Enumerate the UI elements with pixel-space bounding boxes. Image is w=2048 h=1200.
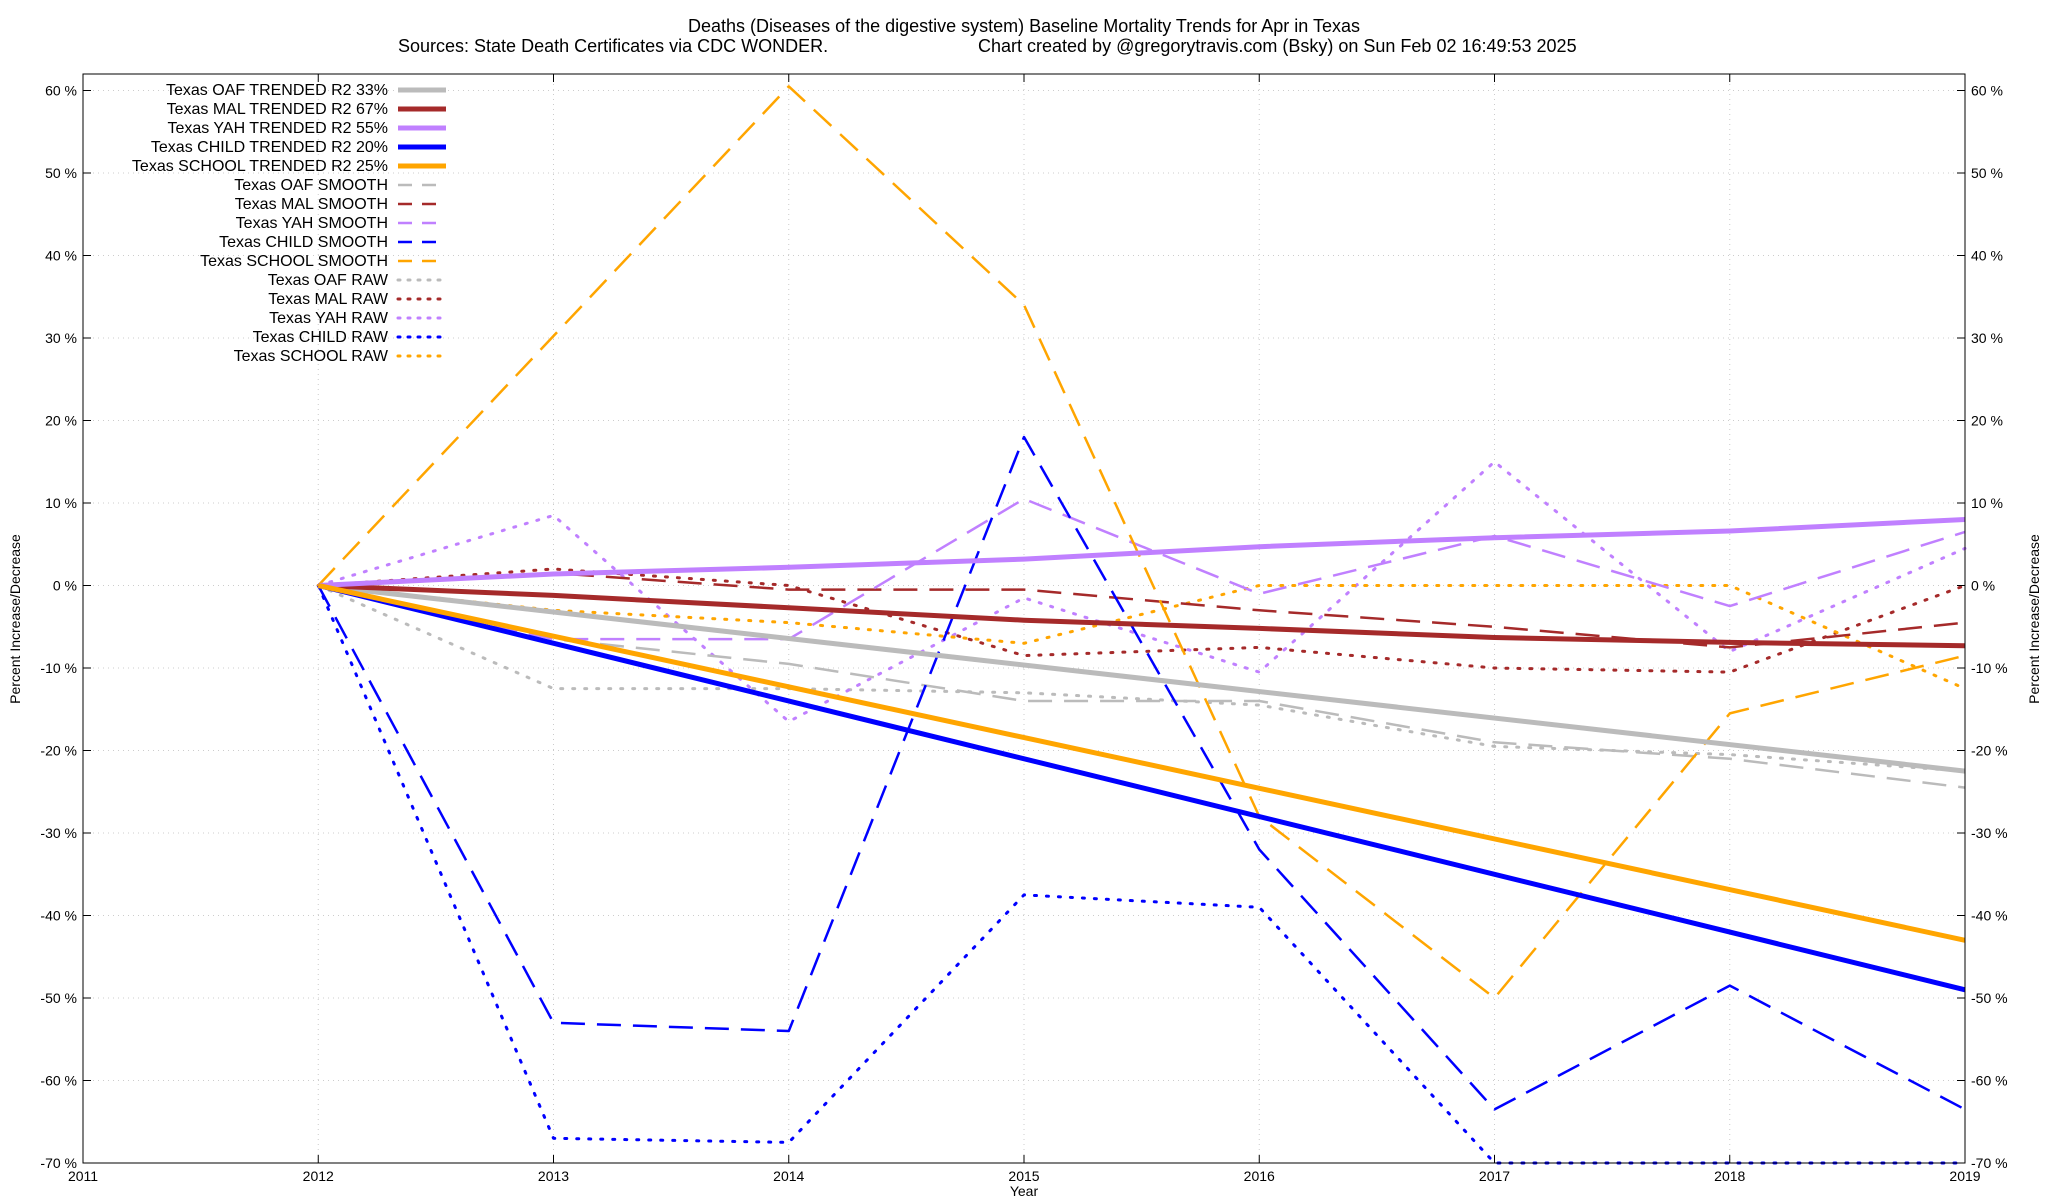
y-tick-label-left: 60 %: [45, 83, 77, 99]
x-tick-label: 2014: [773, 1168, 804, 1184]
chart-subtitle-credit: Chart created by @gregorytravis.com (Bsk…: [978, 36, 1577, 56]
series-line-yah-raw: [316, 460, 1967, 724]
legend-label: Texas YAH RAW: [269, 310, 389, 327]
y-tick-label-left: 0 %: [53, 578, 77, 594]
legend-label: Texas SCHOOL SMOOTH: [200, 253, 388, 270]
legend-label: Texas OAF SMOOTH: [234, 177, 388, 194]
x-tick-label: 2019: [1949, 1168, 1980, 1184]
y-tick-label-left: -50 %: [40, 990, 77, 1006]
y-tick-label-right: 30 %: [1971, 330, 2003, 346]
y-tick-label-left: 50 %: [45, 165, 77, 181]
x-tick-label: 2012: [303, 1168, 334, 1184]
legend-label: Texas MAL SMOOTH: [235, 196, 388, 213]
y-tick-label-left: 20 %: [45, 413, 77, 429]
y-tick-label-right: 10 %: [1971, 495, 2003, 511]
y-tick-label-left: -30 %: [40, 825, 77, 841]
legend-label: Texas YAH TRENDED R2 55%: [167, 120, 388, 137]
y-axis-label-right: Percent Increase/Decrease: [2026, 534, 2042, 704]
y-tick-label-right: -10 %: [1971, 660, 2008, 676]
y-tick-label-left: -60 %: [40, 1073, 77, 1089]
series-line-school-trend: [317, 583, 1966, 943]
y-tick-label-right: 40 %: [1971, 248, 2003, 264]
legend-label: Texas CHILD RAW: [253, 329, 389, 346]
y-tick-label-right: 60 %: [1971, 83, 2003, 99]
series-line-child-raw: [316, 584, 1967, 1165]
plot-series: [316, 85, 1967, 1165]
series-line-school-raw: [316, 584, 1967, 691]
legend: Texas OAF TRENDED R2 33% Texas MAL TRENDE…: [132, 82, 448, 365]
legend-label: Texas OAF TRENDED R2 33%: [166, 82, 388, 99]
chart-subtitle-sources: Sources: State Death Certificates via CD…: [398, 36, 828, 56]
series-line-yah-smooth: [318, 497, 1966, 641]
legend-label: Texas CHILD TRENDED R2 20%: [151, 139, 388, 156]
legend-label: Texas SCHOOL TRENDED R2 25%: [132, 158, 388, 175]
y-tick-label-right: 0 %: [1971, 578, 1995, 594]
x-tick-label: 2013: [538, 1168, 569, 1184]
legend-label: Texas OAF RAW: [268, 272, 389, 289]
x-tick-label: 2017: [1479, 1168, 1510, 1184]
y-tick-label-right: 50 %: [1971, 165, 2003, 181]
y-tick-label-left: -40 %: [40, 908, 77, 924]
series-line-mal-trend: [318, 583, 1966, 649]
y-tick-label-left: 10 %: [45, 495, 77, 511]
y-axis-label-left: Percent Increase/Decrease: [7, 534, 23, 704]
legend-label: Texas SCHOOL RAW: [234, 348, 389, 365]
x-tick-label: 2011: [68, 1168, 98, 1184]
y-tick-label-left: 30 %: [45, 330, 77, 346]
y-tick-label-right: -20 %: [1971, 743, 2008, 759]
axis-ticks: 60 % 60 % 50 % 50 % 40 % 40 % 30 % 30 % 20 % 20 %…: [40, 74, 2008, 1184]
legend-label: Texas CHILD SMOOTH: [219, 234, 388, 251]
series-line-school-smooth: [317, 85, 1966, 1000]
series-line-oaf-trend: [318, 583, 1966, 774]
y-tick-label-right: -50 %: [1971, 990, 2008, 1006]
y-tick-label-left: -70 %: [40, 1155, 77, 1171]
x-axis-label: Year: [1010, 1183, 1039, 1199]
x-tick-label: 2018: [1714, 1168, 1745, 1184]
legend-label: Texas MAL RAW: [268, 291, 389, 308]
x-tick-label: 2015: [1008, 1168, 1039, 1184]
y-tick-label-right: -30 %: [1971, 825, 2008, 841]
y-tick-label-right: -70 %: [1971, 1155, 2008, 1171]
y-tick-label-right: -40 %: [1971, 908, 2008, 924]
series-line-mal-raw: [316, 567, 1967, 674]
series-line-oaf-smooth: [318, 584, 1966, 789]
x-tick-label: 2016: [1244, 1168, 1275, 1184]
chart-title: Deaths (Diseases of the digestive system…: [688, 16, 1360, 36]
legend-label: Texas MAL TRENDED R2 67%: [167, 101, 388, 118]
y-tick-label-left: 40 %: [45, 248, 77, 264]
series-line-child-trend: [317, 583, 1966, 993]
series-line-child-smooth: [317, 435, 1966, 1111]
legend-label: Texas YAH SMOOTH: [236, 215, 388, 232]
y-tick-label-right: 20 %: [1971, 413, 2003, 429]
series-line-yah-trend: [318, 517, 1966, 588]
y-tick-label-left: -10 %: [40, 660, 77, 676]
y-tick-label-right: -60 %: [1971, 1073, 2008, 1089]
y-tick-label-left: -20 %: [40, 743, 77, 759]
